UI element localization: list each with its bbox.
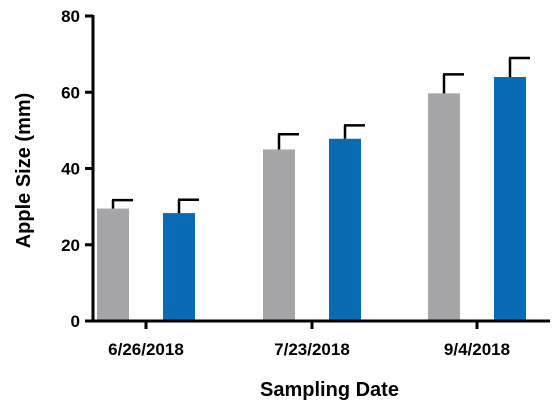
error-bars [111,56,530,214]
bar [263,149,295,321]
bar [97,208,129,321]
y-axis-title: Apple Size (mm) [13,93,35,249]
y-tick-label: 40 [61,160,80,179]
bar [163,213,195,321]
x-tick-label: 9/4/2018 [444,340,510,359]
x-tick-label: 6/26/2018 [108,340,184,359]
bar [428,93,460,321]
y-tick-label: 80 [61,7,80,26]
bar [494,77,526,321]
bars [97,77,526,321]
y-axis-ticks: 0 20 40 60 80 [61,7,93,331]
y-tick-label: 20 [61,236,80,255]
y-tick-label: 0 [71,312,80,331]
bar [329,138,361,321]
x-axis-title: Sampling Date [260,379,399,401]
x-axis-ticks: 6/26/2018 7/23/2018 9/4/2018 [108,321,510,359]
y-tick-label: 60 [61,83,80,102]
x-tick-label: 7/23/2018 [274,340,350,359]
